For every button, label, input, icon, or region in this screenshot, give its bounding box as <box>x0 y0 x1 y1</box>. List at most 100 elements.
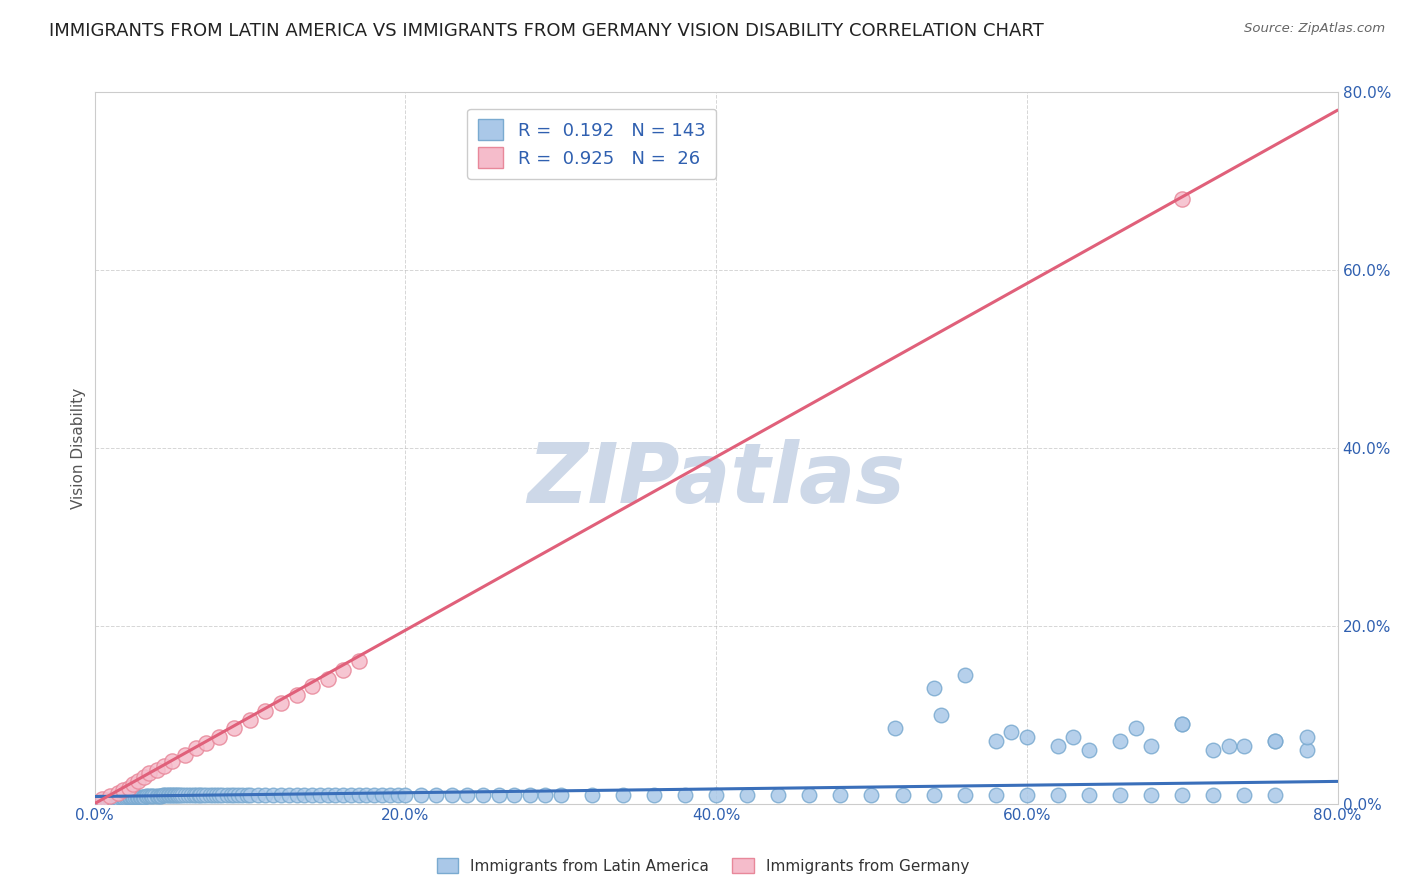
Point <box>456 788 478 802</box>
Point <box>735 788 758 802</box>
Point <box>953 788 976 802</box>
Point <box>325 788 347 802</box>
Point <box>108 792 131 806</box>
Point <box>1046 739 1069 753</box>
Point <box>187 788 209 802</box>
Text: IMMIGRANTS FROM LATIN AMERICA VS IMMIGRANTS FROM GERMANY VISION DISABILITY CORRE: IMMIGRANTS FROM LATIN AMERICA VS IMMIGRA… <box>49 22 1045 40</box>
Point <box>409 788 432 802</box>
Point <box>356 788 378 802</box>
Point <box>112 791 135 805</box>
Y-axis label: Vision Disability: Vision Disability <box>72 387 86 508</box>
Point <box>1202 788 1225 802</box>
Point <box>111 791 134 805</box>
Point <box>153 788 176 802</box>
Point <box>270 788 292 802</box>
Point <box>167 788 190 802</box>
Point <box>799 788 821 802</box>
Point <box>1109 734 1132 748</box>
Point <box>236 788 259 802</box>
Point <box>155 788 177 802</box>
Point <box>1063 730 1085 744</box>
Point <box>285 688 308 702</box>
Point <box>156 788 179 802</box>
Point <box>114 791 136 805</box>
Point <box>239 713 262 727</box>
Point <box>208 788 231 802</box>
Point <box>347 788 370 802</box>
Point <box>387 788 409 802</box>
Point <box>292 788 315 802</box>
Point <box>1264 734 1286 748</box>
Point <box>472 788 495 802</box>
Point <box>1015 788 1038 802</box>
Point <box>221 788 243 802</box>
Point <box>1295 743 1317 757</box>
Point <box>135 789 157 803</box>
Point <box>371 788 394 802</box>
Text: Source: ZipAtlas.com: Source: ZipAtlas.com <box>1244 22 1385 36</box>
Point <box>115 790 138 805</box>
Point <box>204 788 226 802</box>
Point <box>91 792 114 806</box>
Point <box>96 793 118 807</box>
Point <box>612 788 634 802</box>
Point <box>136 789 159 803</box>
Point <box>440 788 463 802</box>
Point <box>1109 788 1132 802</box>
Point <box>953 667 976 681</box>
Point <box>830 788 852 802</box>
Point <box>1295 730 1317 744</box>
Point <box>149 789 172 803</box>
Point <box>184 788 207 802</box>
Point <box>145 763 167 777</box>
Point <box>581 788 603 802</box>
Point <box>138 766 160 780</box>
Point <box>173 788 195 802</box>
Point <box>301 788 323 802</box>
Point <box>550 788 572 802</box>
Point <box>124 789 146 804</box>
Point <box>195 736 218 750</box>
Point <box>141 789 163 803</box>
Point <box>488 788 510 802</box>
Point <box>122 790 145 805</box>
Point <box>180 788 202 802</box>
Point <box>201 788 224 802</box>
Point <box>1078 743 1101 757</box>
Point <box>91 794 114 808</box>
Point <box>246 788 269 802</box>
Point <box>984 734 1007 748</box>
Point <box>198 788 221 802</box>
Point <box>285 788 308 802</box>
Point <box>1264 734 1286 748</box>
Point <box>1125 721 1147 735</box>
Point <box>157 788 180 802</box>
Point <box>134 770 156 784</box>
Point <box>215 788 238 802</box>
Point <box>984 788 1007 802</box>
Point <box>188 788 211 802</box>
Point <box>1171 716 1194 731</box>
Point <box>121 790 143 805</box>
Point <box>184 741 207 756</box>
Point <box>1202 743 1225 757</box>
Point <box>224 721 246 735</box>
Point <box>860 788 883 802</box>
Point <box>224 788 246 802</box>
Point <box>129 789 152 804</box>
Point <box>1078 788 1101 802</box>
Point <box>107 786 129 800</box>
Point <box>673 788 696 802</box>
Point <box>1140 739 1163 753</box>
Point <box>1171 192 1194 206</box>
Point <box>301 679 323 693</box>
Point <box>1264 788 1286 802</box>
Point <box>170 788 193 802</box>
Point <box>107 792 129 806</box>
Point <box>150 789 173 803</box>
Point <box>166 788 188 802</box>
Legend: Immigrants from Latin America, Immigrants from Germany: Immigrants from Latin America, Immigrant… <box>430 852 976 880</box>
Point <box>316 788 339 802</box>
Point <box>98 793 121 807</box>
Point <box>347 654 370 668</box>
